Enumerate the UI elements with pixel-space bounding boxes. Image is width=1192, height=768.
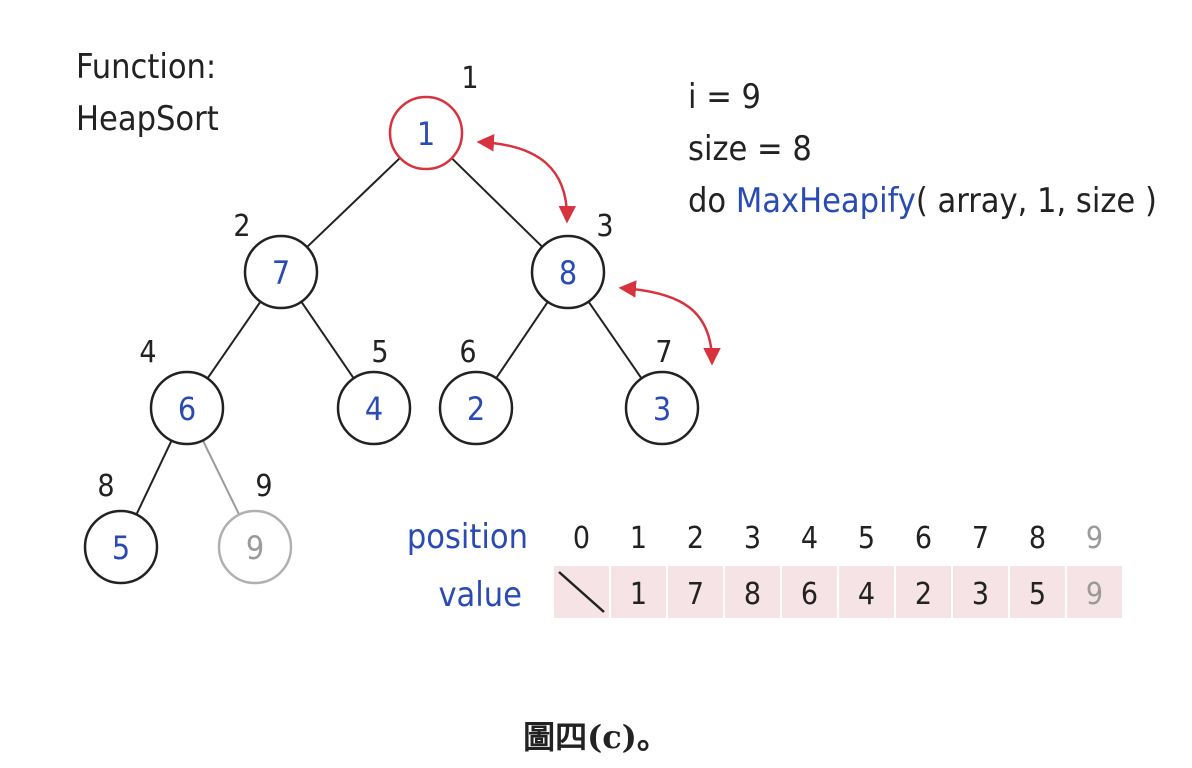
tree-node-8: 58: [83, 469, 159, 585]
node-position-label: 8: [97, 469, 114, 504]
tree-edge-2-4: [206, 301, 262, 379]
tree-edges: [135, 157, 643, 516]
node-position-label: 6: [459, 335, 476, 370]
tree-node-2: 72: [233, 209, 319, 310]
position-index-6: 6: [915, 521, 932, 556]
node-position-label: 5: [371, 335, 388, 370]
tree-node-6: 26: [438, 335, 514, 446]
call-prefix: do: [688, 181, 736, 221]
node-value: 8: [559, 254, 577, 292]
value-cell-5: [839, 566, 894, 618]
node-circle: [217, 509, 293, 585]
value-cell-9: [1067, 566, 1122, 618]
value-cell-2: [668, 566, 723, 618]
tree-node-1: 11: [388, 61, 479, 171]
position-index-7: 7: [972, 521, 989, 556]
value-cell-6: [896, 566, 951, 618]
position-index-4: 4: [801, 521, 818, 556]
tree-edge-4-9: [201, 439, 241, 516]
node-position-label: 1: [461, 61, 478, 96]
node-circle: [149, 370, 225, 446]
node-circle: [624, 370, 700, 446]
position-index-1: 1: [630, 521, 647, 556]
value-cell-8: [1010, 566, 1065, 618]
node-value: 1: [417, 115, 435, 153]
value-cell-4: [782, 566, 837, 618]
swap-arrow-1-3: [476, 133, 577, 224]
tree-edge-3-7: [587, 301, 643, 379]
tree-edge-2-5: [300, 301, 355, 379]
node-position-label: 2: [233, 209, 250, 244]
node-circle: [530, 234, 606, 310]
value-cell-3: [725, 566, 780, 618]
value-row-label: value: [438, 575, 522, 615]
function-label-line1: Function:: [76, 47, 216, 87]
value-text-7: 3: [972, 577, 989, 612]
tree-edge-4-8: [135, 440, 173, 515]
swap-arrows: [476, 133, 721, 366]
value-text-6: 2: [915, 577, 932, 612]
node-value: 9: [246, 529, 264, 567]
tree-edge-1-3: [451, 157, 543, 248]
tree-node-9: 99: [217, 469, 293, 585]
value-text-3: 8: [744, 577, 761, 612]
function-label-line2: HeapSort: [76, 99, 219, 139]
tree-edge-1-2: [306, 157, 401, 248]
node-value: 6: [178, 390, 196, 428]
node-value: 5: [112, 529, 130, 567]
node-position-label: 9: [255, 469, 272, 504]
position-index-9: 9: [1086, 521, 1103, 556]
node-value: 2: [467, 390, 485, 428]
node-circle: [83, 509, 159, 585]
node-position-label: 3: [596, 209, 613, 244]
node-value: 4: [365, 390, 383, 428]
call-function-name: MaxHeapify: [736, 181, 916, 221]
status-i-line: i = 9: [688, 77, 761, 117]
value-text-8: 5: [1029, 577, 1046, 612]
status-size-line: size = 8: [688, 129, 812, 169]
tree-node-4: 64: [139, 335, 225, 446]
tree-node-5: 45: [336, 335, 412, 446]
swap-arrow-3-7: [618, 280, 721, 366]
value-cell-7: [953, 566, 1008, 618]
value-text-9: 9: [1086, 577, 1103, 612]
tree-node-3: 83: [530, 209, 614, 310]
node-circle: [243, 234, 319, 310]
node-circle: [336, 370, 412, 446]
node-circle: [388, 95, 464, 171]
position-row-label: position: [407, 517, 528, 557]
value-text-1: 1: [630, 577, 647, 612]
position-index-5: 5: [858, 521, 875, 556]
call-arguments: ( array, 1, size ): [916, 181, 1157, 221]
position-index-0: 0: [573, 521, 590, 556]
value-text-2: 7: [687, 577, 704, 612]
status-call-line: do MaxHeapify( array, 1, size ): [688, 181, 1157, 221]
node-circle: [438, 370, 514, 446]
position-index-8: 8: [1029, 521, 1046, 556]
array-table: 0 1 1 2 7 3 8 4 6 5 4 6 2 7 3 8 5 9 9: [554, 521, 1122, 618]
position-index-3: 3: [744, 521, 761, 556]
position-index-2: 2: [687, 521, 704, 556]
value-text-5: 4: [858, 577, 875, 612]
empty-cell-slash: [558, 571, 605, 613]
node-value: 7: [272, 254, 290, 292]
value-cell-1: [611, 566, 666, 618]
figure-caption: 圖四(c)。: [523, 718, 669, 756]
value-text-4: 6: [801, 577, 818, 612]
node-position-label: 7: [655, 335, 672, 370]
node-position-label: 4: [139, 335, 156, 370]
tree-node-7: 37: [624, 335, 700, 446]
node-value: 3: [653, 390, 671, 428]
tree-edge-3-6: [495, 301, 549, 379]
